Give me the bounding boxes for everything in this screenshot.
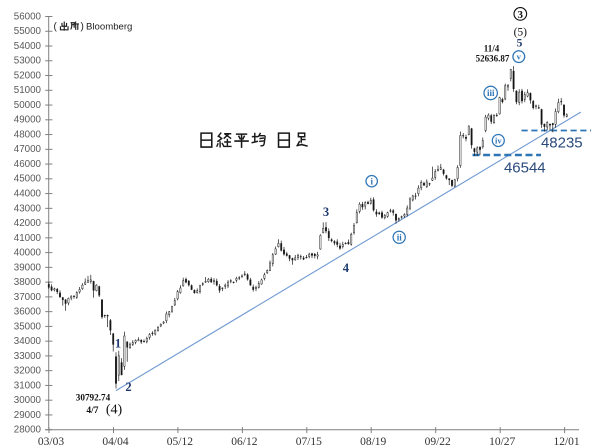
svg-text:44000: 44000 — [14, 188, 42, 199]
svg-text:05/12: 05/12 — [167, 436, 193, 448]
svg-text:41000: 41000 — [14, 233, 42, 244]
svg-text:40000: 40000 — [14, 248, 42, 259]
svg-text:48235: 48235 — [541, 135, 583, 152]
svg-text:): ) — [81, 22, 84, 33]
svg-text:36000: 36000 — [14, 307, 42, 318]
svg-text:55000: 55000 — [14, 26, 42, 37]
svg-text:06/12: 06/12 — [231, 436, 257, 448]
svg-text:4: 4 — [343, 261, 350, 275]
svg-text:1: 1 — [115, 337, 121, 351]
svg-text:12/01: 12/01 — [553, 436, 579, 448]
svg-text:37000: 37000 — [14, 292, 42, 303]
svg-text:08/19: 08/19 — [360, 436, 386, 448]
svg-text:(: ( — [54, 22, 58, 33]
svg-text:2: 2 — [125, 380, 131, 394]
svg-text:33000: 33000 — [14, 351, 42, 362]
svg-text:30000: 30000 — [14, 395, 42, 406]
svg-text:52000: 52000 — [14, 70, 42, 81]
svg-text:29000: 29000 — [14, 410, 42, 421]
svg-text:3: 3 — [518, 9, 524, 21]
svg-text:10/27: 10/27 — [489, 436, 515, 448]
svg-text:50000: 50000 — [14, 100, 42, 111]
svg-text:5: 5 — [517, 38, 523, 50]
svg-text:46544: 46544 — [504, 160, 546, 177]
svg-text:09/22: 09/22 — [425, 436, 451, 448]
svg-text:47000: 47000 — [14, 144, 42, 155]
svg-text:v: v — [517, 51, 522, 61]
svg-text:38000: 38000 — [14, 277, 42, 288]
svg-text:32000: 32000 — [14, 366, 42, 377]
svg-text:28000: 28000 — [14, 425, 42, 436]
svg-text:31000: 31000 — [14, 380, 42, 391]
svg-text:39000: 39000 — [14, 262, 42, 273]
svg-text:(5): (5) — [514, 26, 528, 38]
svg-text:42000: 42000 — [14, 218, 42, 229]
svg-text:iii: iii — [487, 88, 495, 98]
svg-text:49000: 49000 — [14, 115, 42, 126]
svg-text:ii: ii — [397, 232, 403, 242]
svg-text:4/7: 4/7 — [86, 406, 98, 416]
svg-text:i: i — [370, 176, 373, 186]
svg-text:53000: 53000 — [14, 56, 42, 67]
svg-text:54000: 54000 — [14, 41, 42, 52]
svg-text:56000: 56000 — [14, 11, 42, 22]
svg-text:03/03: 03/03 — [38, 436, 64, 448]
svg-text:43000: 43000 — [14, 203, 42, 214]
svg-text:48000: 48000 — [14, 129, 42, 140]
svg-text:07/15: 07/15 — [296, 436, 322, 448]
svg-text:34000: 34000 — [14, 336, 42, 347]
svg-text:04/04: 04/04 — [102, 436, 128, 448]
svg-text:(4): (4) — [106, 403, 123, 418]
svg-text:30792.74: 30792.74 — [76, 392, 111, 402]
svg-text:46000: 46000 — [14, 159, 42, 170]
svg-text:45000: 45000 — [14, 174, 42, 185]
svg-text:3: 3 — [323, 205, 329, 219]
svg-text:11/4: 11/4 — [484, 44, 500, 54]
svg-text:35000: 35000 — [14, 321, 42, 332]
svg-text:52636.87: 52636.87 — [476, 53, 510, 63]
svg-text:Bloomberg: Bloomberg — [86, 22, 132, 33]
svg-text:iv: iv — [495, 135, 502, 145]
svg-text:51000: 51000 — [14, 85, 42, 96]
